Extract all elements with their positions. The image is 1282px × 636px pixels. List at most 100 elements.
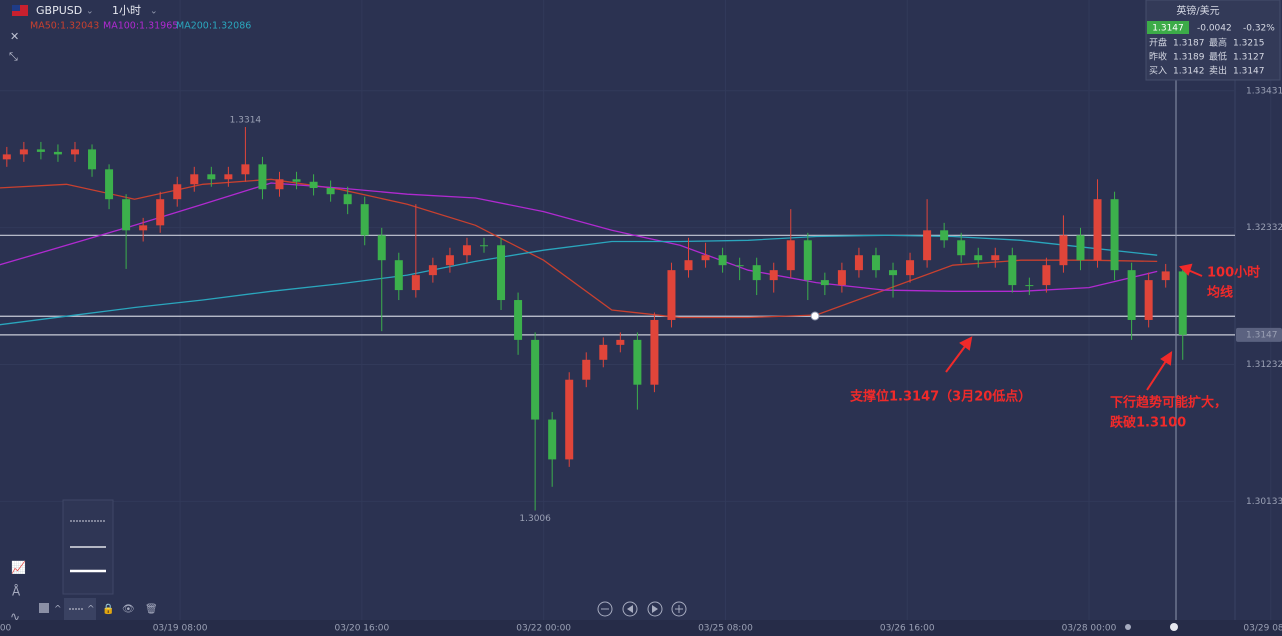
candle-body (837, 270, 846, 286)
candle-body (411, 275, 420, 291)
scroll-start-button[interactable] (622, 601, 638, 617)
chevron[interactable]: ^ (54, 605, 62, 615)
candle-body (360, 204, 369, 236)
candle-body (258, 164, 267, 190)
candle-body (1110, 199, 1119, 271)
candle-body (940, 230, 949, 241)
arrow (945, 344, 967, 373)
candle-body (854, 255, 863, 271)
flag-icon (12, 5, 20, 11)
levels (0, 234, 1235, 336)
candle-body (173, 184, 182, 200)
candle-body (480, 245, 489, 247)
candle-body (394, 260, 403, 291)
candle-body (1127, 270, 1136, 320)
zoom-in-button[interactable] (671, 601, 687, 617)
zoom-out-button[interactable] (597, 601, 613, 617)
quote-label: 开盘 (1149, 37, 1167, 49)
candle-body (599, 344, 608, 360)
lock-icon[interactable]: 🔒 (102, 603, 114, 615)
y-tick-label: 1.31232 (1246, 360, 1282, 370)
y-tick-label: 1.33431 (1246, 86, 1282, 96)
candle-body (514, 300, 523, 340)
timeframe[interactable]: 1小时 (112, 4, 141, 17)
high-label: 1.3314 (230, 115, 262, 125)
candle-body (156, 199, 165, 226)
candle-body (616, 339, 625, 345)
arrow (1187, 269, 1203, 277)
price-tag-label: 1.3147 (1246, 330, 1278, 340)
candle-body (445, 255, 454, 266)
candle-body (122, 199, 131, 231)
quote-label: 卖出 (1209, 65, 1227, 77)
x-tick-label: 03/22 00:00 (516, 624, 571, 634)
candle-body (241, 164, 250, 175)
scroll-end-icon (652, 605, 658, 613)
annotation: 100小时 (1207, 265, 1260, 281)
annotation: 支撑位1.3147（3月20低点） (849, 389, 1031, 405)
timeframe-dropdown[interactable]: ⌄ (150, 7, 158, 17)
symbol[interactable]: GBPUSD (36, 4, 82, 17)
draw-tool[interactable]: Å (12, 584, 21, 599)
candle-body (497, 245, 506, 301)
candle-body (650, 319, 659, 385)
quote-panel (1145, 0, 1281, 81)
candle-body (548, 419, 557, 460)
candle-body (1161, 271, 1170, 281)
candle-body (769, 270, 778, 281)
ma-line (0, 234, 1158, 326)
quote-price: 1.3147 (1152, 24, 1184, 34)
scroll-end-button[interactable] (647, 601, 663, 617)
price-tag (1236, 327, 1282, 342)
candle-body (991, 255, 1000, 261)
legend-entry: MA100:1.31965 (103, 21, 178, 32)
candle-body (667, 270, 676, 320)
candle-body (36, 149, 45, 152)
wave-tool[interactable]: ∿ (10, 610, 20, 624)
anchor-dot (810, 311, 820, 321)
collapse-icon[interactable]: ⤡ (9, 50, 18, 63)
candle-body (633, 339, 642, 385)
x-tick-label: 03/19 08:00 (153, 624, 208, 634)
x-tick-label: 00:00 (0, 624, 12, 634)
chevron[interactable]: ^ (87, 605, 95, 615)
quote-value: 1.3189 (1173, 53, 1205, 63)
indicator-tool[interactable]: 📈 (11, 561, 26, 575)
moving-averages (0, 178, 1158, 326)
quote-value: 1.3147 (1233, 67, 1265, 77)
candle-body (957, 240, 966, 256)
arrow-head (1160, 351, 1173, 366)
symbol-dropdown[interactable]: ⌄ (86, 7, 94, 17)
annotation: 下行趋势可能扩大， (1110, 395, 1227, 411)
quote-change-pct: -0.32% (1243, 24, 1275, 34)
x-tick-label: 03/26 16:00 (880, 624, 935, 634)
labels: 1.33431 1.32332 1.31232 1.30133 00:00 03/19 0… (0, 86, 1282, 634)
candle-body (871, 255, 880, 271)
quote-value: 1.3127 (1233, 53, 1265, 63)
trash-icon[interactable]: 🗑 (145, 603, 158, 615)
arrow (1146, 360, 1167, 391)
candle-body (1093, 199, 1102, 261)
candle-body (343, 194, 352, 205)
candle-body (1025, 285, 1034, 287)
quote-label: 买入 (1149, 66, 1167, 77)
arrow-head (959, 336, 973, 351)
close-icon[interactable]: ✕ (10, 30, 19, 43)
candle-body (70, 149, 79, 155)
eye-icon[interactable]: 👁 (122, 604, 135, 615)
y-tick-label: 1.30133 (1246, 497, 1282, 507)
candle-body (531, 339, 540, 420)
quote-value: 1.3187 (1173, 39, 1205, 49)
candle-body (139, 225, 148, 231)
candle-body (1178, 271, 1187, 335)
pattern-icon[interactable] (39, 603, 49, 613)
arrow-head (1178, 263, 1193, 276)
candle-body (88, 149, 97, 170)
candle-body (292, 179, 301, 182)
candle-body (565, 379, 574, 460)
candle-body (1042, 265, 1051, 286)
quote-value: 1.3215 (1233, 39, 1265, 49)
y-tick-label: 1.32332 (1246, 223, 1282, 233)
